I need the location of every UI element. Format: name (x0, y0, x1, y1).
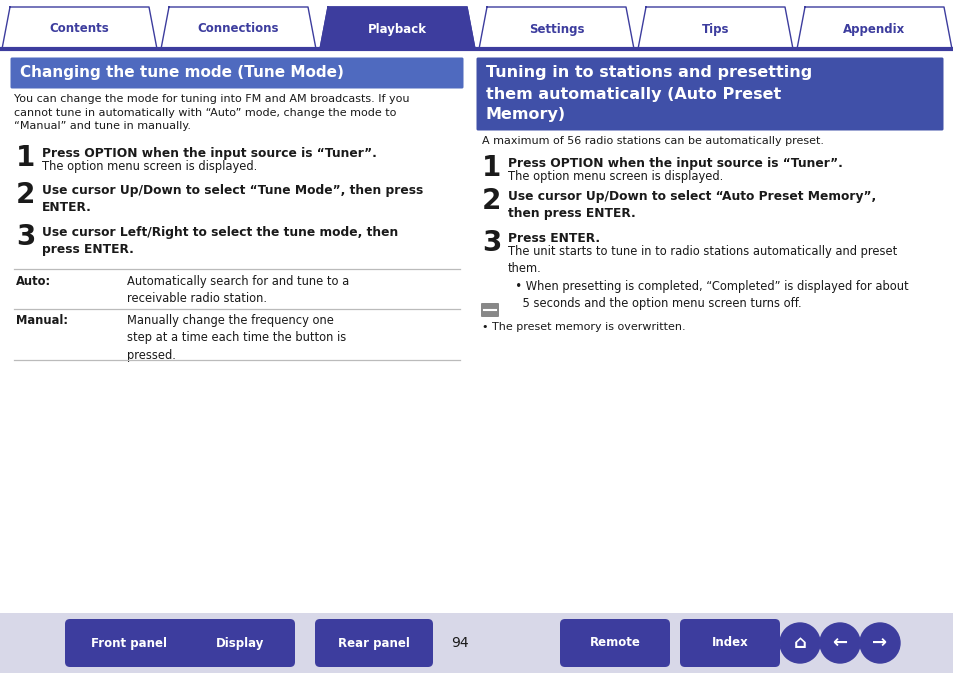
Text: The unit starts to tune in to radio stations automatically and preset
them.
  • : The unit starts to tune in to radio stat… (507, 245, 907, 310)
Text: 94: 94 (451, 636, 468, 650)
Polygon shape (319, 7, 475, 49)
Text: 1: 1 (481, 154, 500, 182)
Text: ⌂: ⌂ (793, 634, 805, 652)
Text: ←: ← (832, 634, 846, 652)
Circle shape (820, 623, 859, 663)
Circle shape (780, 623, 820, 663)
Text: Press ENTER.: Press ENTER. (507, 232, 599, 245)
Text: 3: 3 (16, 223, 35, 251)
Text: Front panel: Front panel (91, 637, 167, 649)
Text: A maximum of 56 radio stations can be automatically preset.: A maximum of 56 radio stations can be au… (481, 136, 823, 146)
Text: Press OPTION when the input source is “Tuner”.: Press OPTION when the input source is “T… (507, 157, 842, 170)
Text: 3: 3 (481, 229, 501, 257)
Text: →: → (872, 634, 886, 652)
Text: Display: Display (215, 637, 264, 649)
Text: 2: 2 (16, 181, 35, 209)
Bar (0, 613, 953, 673)
Text: Automatically search for and tune to a
receivable radio station.: Automatically search for and tune to a r… (127, 275, 349, 306)
FancyBboxPatch shape (314, 619, 433, 667)
Text: Rear panel: Rear panel (337, 637, 410, 649)
Text: Index: Index (711, 637, 747, 649)
Text: Remote: Remote (589, 637, 639, 649)
Text: Changing the tune mode (Tune Mode): Changing the tune mode (Tune Mode) (20, 65, 343, 81)
Text: You can change the mode for tuning into FM and AM broadcasts. If you
cannot tune: You can change the mode for tuning into … (14, 94, 409, 131)
Text: The option menu screen is displayed.: The option menu screen is displayed. (42, 160, 257, 173)
FancyBboxPatch shape (10, 57, 463, 89)
Text: • The preset memory is overwritten.: • The preset memory is overwritten. (481, 322, 685, 332)
FancyBboxPatch shape (679, 619, 780, 667)
Text: The option menu screen is displayed.: The option menu screen is displayed. (507, 170, 722, 183)
Polygon shape (796, 7, 951, 49)
Polygon shape (161, 7, 315, 49)
Polygon shape (638, 7, 792, 49)
Text: Use cursor Left/Right to select the tune mode, then
press ENTER.: Use cursor Left/Right to select the tune… (42, 226, 397, 256)
Text: Tips: Tips (701, 22, 728, 36)
Circle shape (859, 623, 899, 663)
Text: Auto:: Auto: (16, 275, 51, 288)
Text: Use cursor Up/Down to select “Auto Preset Memory”,
then press ENTER.: Use cursor Up/Down to select “Auto Prese… (507, 190, 876, 220)
FancyBboxPatch shape (65, 619, 193, 667)
Text: Settings: Settings (528, 22, 583, 36)
Text: Playback: Playback (368, 22, 427, 36)
Text: Tuning in to stations and presetting
them automatically (Auto Preset
Memory): Tuning in to stations and presetting the… (485, 65, 811, 122)
Text: 2: 2 (481, 187, 501, 215)
Text: Contents: Contents (50, 22, 110, 36)
Text: 1: 1 (16, 144, 35, 172)
Text: Connections: Connections (197, 22, 279, 36)
Polygon shape (478, 7, 634, 49)
FancyBboxPatch shape (476, 57, 943, 131)
Polygon shape (2, 7, 157, 49)
Text: Manually change the frequency one
step at a time each time the button is
pressed: Manually change the frequency one step a… (127, 314, 346, 362)
FancyBboxPatch shape (480, 303, 498, 317)
FancyBboxPatch shape (185, 619, 294, 667)
FancyBboxPatch shape (559, 619, 669, 667)
Text: Use cursor Up/Down to select “Tune Mode”, then press
ENTER.: Use cursor Up/Down to select “Tune Mode”… (42, 184, 423, 214)
Text: Appendix: Appendix (842, 22, 904, 36)
Text: Manual:: Manual: (16, 314, 68, 327)
Text: Press OPTION when the input source is “Tuner”.: Press OPTION when the input source is “T… (42, 147, 376, 160)
